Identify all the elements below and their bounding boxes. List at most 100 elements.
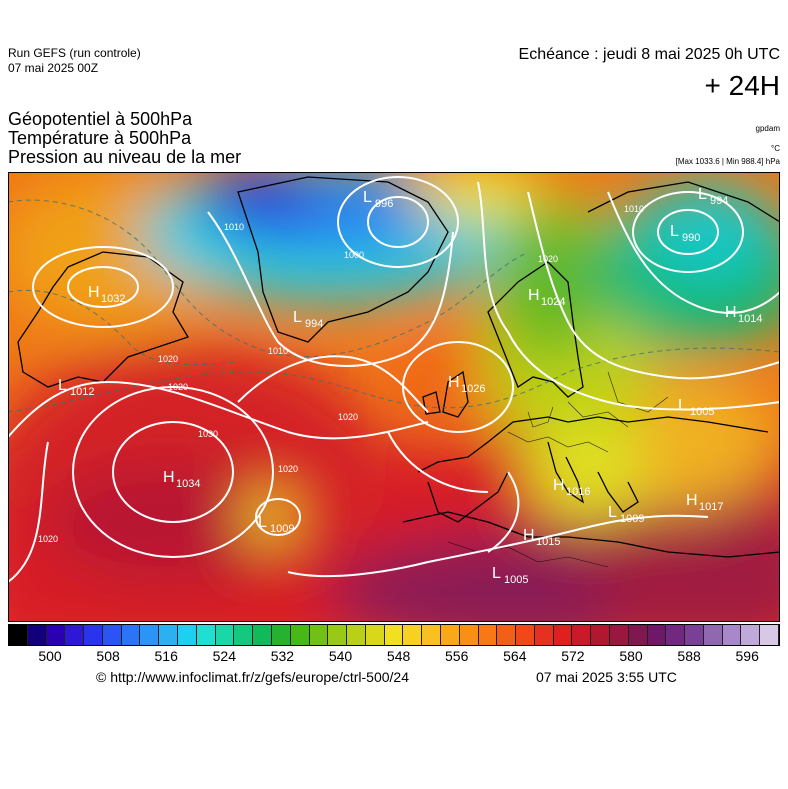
svg-text:L: L: [363, 189, 372, 206]
legend-swatch: [666, 625, 686, 645]
pressure-center: H 1024: [528, 287, 565, 308]
svg-text:H: H: [553, 477, 565, 494]
layer-temperature-label: Température à 500hPa: [8, 128, 192, 148]
legend-swatch: [159, 625, 179, 645]
legend-swatch: [685, 625, 704, 645]
svg-text:H: H: [528, 287, 540, 304]
legend-tick: 508: [96, 648, 120, 664]
pressure-center: H 1017: [686, 492, 723, 513]
legend-swatch: [27, 625, 47, 645]
svg-text:1012: 1012: [70, 386, 94, 398]
legend-swatch: [309, 625, 329, 645]
legend-swatch: [178, 625, 197, 645]
pressure-center: L 1012: [58, 377, 94, 398]
legend-tick: 596: [735, 648, 759, 664]
legend-tick: 564: [503, 648, 527, 664]
isobar-label: 1020: [168, 382, 188, 392]
legend-tick: 500: [38, 648, 62, 664]
pressure-center: H 1014: [725, 304, 762, 325]
svg-text:1034: 1034: [176, 478, 200, 490]
legend-swatch: [271, 625, 291, 645]
svg-text:1005: 1005: [504, 574, 528, 586]
legend-swatch: [347, 625, 366, 645]
legend-tick: 580: [619, 648, 643, 664]
legend-swatch: [84, 625, 103, 645]
svg-text:L: L: [670, 223, 679, 240]
layer-geopotential-label: Géopotentiel à 500hPa: [8, 109, 193, 129]
legend-swatch: [253, 625, 272, 645]
pressure-center: H 1016: [553, 477, 590, 498]
svg-text:994: 994: [710, 195, 728, 207]
legend-swatch: [628, 625, 648, 645]
legend-swatch: [760, 625, 780, 645]
pressure-center: L 1005: [492, 565, 528, 586]
run-title: Run GEFS (run controle): [8, 46, 141, 60]
unit-celsius: °C: [771, 144, 780, 153]
issued-time: 07 mai 2025 3:55 UTC: [536, 669, 677, 685]
isobar-label: 1010: [624, 204, 644, 214]
isobar-labels: 1010 1000 1020 1030 1020 1020 1020 1010 …: [38, 204, 644, 544]
legend-swatch: [290, 625, 310, 645]
pressure-center: H 1034: [163, 469, 200, 490]
svg-text:1005: 1005: [690, 406, 714, 418]
legend-swatch: [234, 625, 254, 645]
color-legend: [8, 624, 780, 646]
legend-swatch: [478, 625, 498, 645]
pressure-center: L 996: [363, 189, 393, 210]
pressure-center: L 990: [670, 223, 700, 244]
svg-text:1016: 1016: [566, 486, 590, 498]
legend-swatch: [610, 625, 629, 645]
legend-tick: 532: [270, 648, 295, 664]
legend-swatch: [365, 625, 385, 645]
legend-swatch: [9, 625, 28, 645]
svg-text:1017: 1017: [699, 501, 723, 513]
legend-swatch: [215, 625, 235, 645]
svg-text:L: L: [258, 514, 267, 531]
legend-swatch: [516, 625, 535, 645]
legend-swatch: [121, 625, 141, 645]
legend-swatch: [741, 625, 761, 645]
isobar-label: 1000: [344, 250, 364, 260]
pressure-center: H 1026: [448, 374, 485, 395]
svg-text:1014: 1014: [738, 313, 762, 325]
legend-swatch: [46, 625, 66, 645]
svg-text:1009: 1009: [270, 523, 294, 535]
svg-text:1015: 1015: [536, 536, 560, 548]
legend-swatch: [384, 625, 404, 645]
unit-gpdam: gpdam: [755, 124, 780, 133]
legend-tick: 516: [154, 648, 178, 664]
isobar-label: 1020: [38, 534, 58, 544]
pressure-center: H 1015: [523, 527, 560, 548]
legend-swatch: [703, 625, 723, 645]
legend-swatch: [572, 625, 592, 645]
svg-text:L: L: [698, 186, 707, 203]
legend-swatch: [459, 625, 479, 645]
legend-swatch: [534, 625, 554, 645]
legend-tick: 572: [561, 648, 585, 664]
legend-tick: 524: [212, 648, 236, 664]
svg-text:L: L: [293, 309, 302, 326]
legend-swatch: [722, 625, 742, 645]
isobar-label: 1010: [268, 346, 288, 356]
isobar-label: 1020: [278, 464, 298, 474]
legend-swatch: [647, 625, 667, 645]
pressure-center: L 1009: [608, 504, 644, 525]
legend-swatch: [65, 625, 85, 645]
borders: [447, 371, 669, 568]
legend-tick: 548: [386, 648, 411, 664]
legend-ticks: 5005085165245325405485565645725805885966…: [8, 648, 780, 666]
legend-swatch: [422, 625, 441, 645]
svg-text:1009: 1009: [620, 513, 644, 525]
legend-swatch: [140, 625, 160, 645]
isobar-label: 1020: [158, 354, 178, 364]
svg-text:990: 990: [682, 232, 700, 244]
copyright-link[interactable]: © http://www.infoclimat.fr/z/gefs/europe…: [96, 669, 410, 685]
weather-map: 1010 1000 1020 1030 1020 1020 1020 1010 …: [8, 172, 780, 622]
svg-text:L: L: [58, 377, 67, 394]
svg-text:H: H: [163, 469, 175, 486]
run-date: 07 mai 2025 00Z: [8, 61, 99, 75]
forecast-horizon: + 24H: [704, 70, 781, 101]
pressure-min-max: [Max 1033.6 | Min 988.4] hPa: [675, 157, 780, 166]
svg-text:1026: 1026: [461, 383, 485, 395]
svg-text:H: H: [725, 304, 737, 321]
